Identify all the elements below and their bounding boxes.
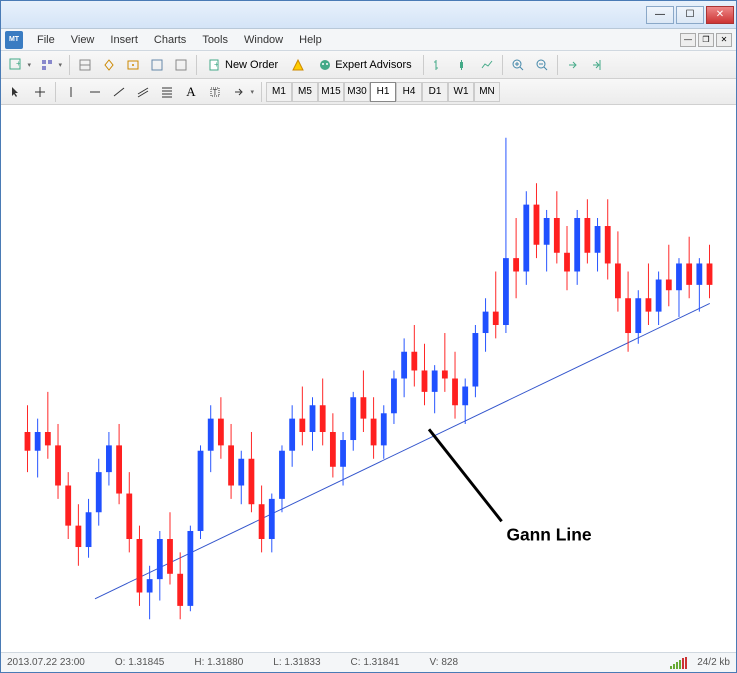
- vertical-line-button[interactable]: [60, 81, 82, 103]
- candlestick-chart: Gann Line: [1, 105, 736, 652]
- timeframe-mn[interactable]: MN: [474, 82, 500, 102]
- menu-help[interactable]: Help: [291, 32, 330, 48]
- menubar: MT FileViewInsertChartsToolsWindowHelp —…: [1, 29, 736, 51]
- status-open: O: 1.31845: [115, 657, 164, 668]
- zoom-in-button[interactable]: [507, 54, 529, 76]
- text-label-button[interactable]: T: [204, 81, 226, 103]
- menu-file[interactable]: File: [29, 32, 63, 48]
- svg-text:Gann Line: Gann Line: [506, 525, 591, 545]
- menu-charts[interactable]: Charts: [146, 32, 194, 48]
- menu-view[interactable]: View: [63, 32, 103, 48]
- inner-close-button[interactable]: ✕: [716, 33, 732, 47]
- zoom-out-button[interactable]: [531, 54, 553, 76]
- new-order-label: New Order: [225, 59, 278, 71]
- new-chart-button[interactable]: +: [5, 54, 34, 76]
- terminal-button[interactable]: [122, 54, 144, 76]
- expert-advisors-button[interactable]: Expert Advisors: [311, 54, 418, 76]
- arrows-button[interactable]: [228, 81, 257, 103]
- minimize-button[interactable]: —: [646, 6, 674, 24]
- auto-scroll-button[interactable]: [562, 54, 584, 76]
- inner-minimize-button[interactable]: —: [680, 33, 696, 47]
- timeframe-m5[interactable]: M5: [292, 82, 318, 102]
- trendline-button[interactable]: [108, 81, 130, 103]
- menu-window[interactable]: Window: [236, 32, 291, 48]
- connection-indicator: [670, 657, 687, 669]
- menu-insert[interactable]: Insert: [102, 32, 146, 48]
- status-volume: V: 828: [429, 657, 458, 668]
- timeframe-m1[interactable]: M1: [266, 82, 292, 102]
- line-chart-button[interactable]: [476, 54, 498, 76]
- chart-shift-button[interactable]: [586, 54, 608, 76]
- timeframe-d1[interactable]: D1: [422, 82, 448, 102]
- bar-chart-button[interactable]: [428, 54, 450, 76]
- svg-text:+: +: [214, 60, 219, 69]
- toolbar-main: + + New Order Expert Advisors: [1, 51, 736, 79]
- close-button[interactable]: ✕: [706, 6, 734, 24]
- autotrading-button[interactable]: [287, 54, 309, 76]
- status-datetime: 2013.07.22 23:00: [7, 657, 85, 668]
- timeframe-h1[interactable]: H1: [370, 82, 396, 102]
- status-kb: 24/2 kb: [697, 657, 730, 668]
- menu-tools[interactable]: Tools: [194, 32, 236, 48]
- profiles-button[interactable]: [36, 54, 65, 76]
- timeframe-w1[interactable]: W1: [448, 82, 474, 102]
- status-close: C: 1.31841: [351, 657, 400, 668]
- svg-text:T: T: [213, 88, 218, 97]
- crosshair-button[interactable]: [29, 81, 51, 103]
- timeframe-m15[interactable]: M15: [318, 82, 344, 102]
- expert-advisors-label: Expert Advisors: [335, 59, 411, 71]
- navigator-button[interactable]: [98, 54, 120, 76]
- market-watch-button[interactable]: [74, 54, 96, 76]
- new-order-button[interactable]: + New Order: [201, 54, 285, 76]
- fibonacci-button[interactable]: [156, 81, 178, 103]
- chart-area[interactable]: Gann Line: [1, 105, 736, 652]
- data-window-button[interactable]: [146, 54, 168, 76]
- toolbar-drawing: A T M1M5M15M30H1H4D1W1MN: [1, 79, 736, 105]
- app-window: — ☐ ✕ MT FileViewInsertChartsToolsWindow…: [0, 0, 737, 673]
- maximize-button[interactable]: ☐: [676, 6, 704, 24]
- status-low: L: 1.31833: [273, 657, 320, 668]
- svg-text:+: +: [16, 59, 21, 68]
- text-button[interactable]: A: [180, 81, 202, 103]
- titlebar: — ☐ ✕: [1, 1, 736, 29]
- candle-chart-button[interactable]: [452, 54, 474, 76]
- app-icon: MT: [5, 31, 23, 49]
- status-high: H: 1.31880: [194, 657, 243, 668]
- timeframe-m30[interactable]: M30: [344, 82, 370, 102]
- channel-button[interactable]: [132, 81, 154, 103]
- strategy-tester-button[interactable]: [170, 54, 192, 76]
- statusbar: 2013.07.22 23:00 O: 1.31845 H: 1.31880 L…: [1, 652, 736, 672]
- inner-restore-button[interactable]: ❐: [698, 33, 714, 47]
- cursor-button[interactable]: [5, 81, 27, 103]
- horizontal-line-button[interactable]: [84, 81, 106, 103]
- timeframe-h4[interactable]: H4: [396, 82, 422, 102]
